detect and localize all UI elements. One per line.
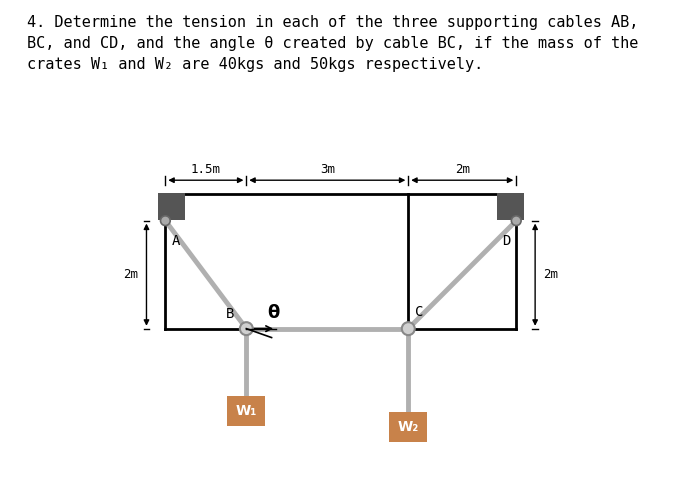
Text: 2m: 2m — [455, 163, 470, 176]
Circle shape — [240, 322, 253, 335]
Bar — [390, 412, 427, 442]
Text: 3m: 3m — [320, 163, 335, 176]
Text: 2m: 2m — [543, 268, 559, 281]
Text: W₁: W₁ — [236, 404, 257, 418]
Text: θ: θ — [267, 304, 279, 322]
Bar — [158, 193, 185, 220]
Text: A: A — [172, 234, 180, 248]
Text: C: C — [415, 305, 423, 319]
Text: W₂: W₂ — [398, 420, 419, 434]
Circle shape — [511, 216, 521, 226]
Bar — [497, 193, 523, 220]
Text: 2m: 2m — [124, 268, 138, 281]
Text: D: D — [502, 234, 511, 248]
Text: 1.5m: 1.5m — [191, 163, 221, 176]
Text: B: B — [226, 306, 234, 320]
Text: 4. Determine the tension in each of the three supporting cables AB,
BC, and CD, : 4. Determine the tension in each of the … — [27, 15, 639, 72]
Circle shape — [161, 216, 170, 226]
Bar — [227, 396, 265, 426]
Circle shape — [402, 322, 415, 335]
